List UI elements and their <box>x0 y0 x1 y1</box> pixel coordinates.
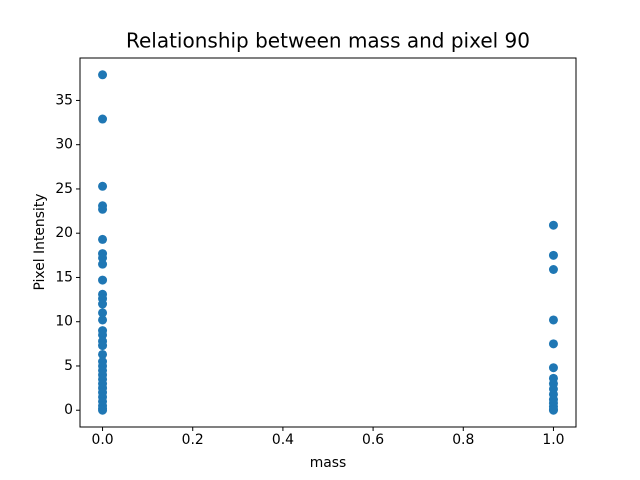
x-tick-label: 0.4 <box>272 432 294 448</box>
point <box>548 405 558 415</box>
point <box>98 315 108 325</box>
x-tick-label: 0.2 <box>182 432 204 448</box>
point <box>98 349 108 359</box>
point <box>98 330 108 340</box>
point <box>98 299 108 309</box>
point <box>98 253 108 263</box>
point <box>548 250 558 260</box>
y-tick-label: 15 <box>55 269 73 285</box>
y-tick-label: 0 <box>64 402 73 418</box>
x-tick-label: 0.8 <box>452 432 474 448</box>
point <box>98 234 108 244</box>
y-tick-label: 25 <box>55 181 73 197</box>
chart-title: Relationship between mass and pixel 90 <box>126 29 530 53</box>
y-tick-label: 35 <box>55 92 73 108</box>
y-tick-label: 10 <box>55 314 73 330</box>
point <box>98 405 108 415</box>
point <box>98 70 108 80</box>
y-tick-label: 5 <box>64 358 73 374</box>
point <box>98 114 108 124</box>
point <box>548 220 558 230</box>
point <box>98 181 108 191</box>
axes-frame <box>79 57 577 428</box>
point <box>98 341 108 351</box>
x-tick-label: 0.6 <box>362 432 384 448</box>
x-tick-label: 1.0 <box>542 432 564 448</box>
y-tick-label: 30 <box>55 137 73 153</box>
point <box>548 363 558 373</box>
point <box>98 204 108 214</box>
point <box>548 264 558 274</box>
x-tick-label: 0.0 <box>91 432 113 448</box>
x-axis-label: mass <box>310 455 347 471</box>
point <box>98 259 108 269</box>
y-axis-label: Pixel Intensity <box>32 193 48 290</box>
point <box>98 275 108 285</box>
point <box>548 315 558 325</box>
point <box>98 308 108 318</box>
point <box>548 339 558 349</box>
y-tick-label: 20 <box>55 225 73 241</box>
